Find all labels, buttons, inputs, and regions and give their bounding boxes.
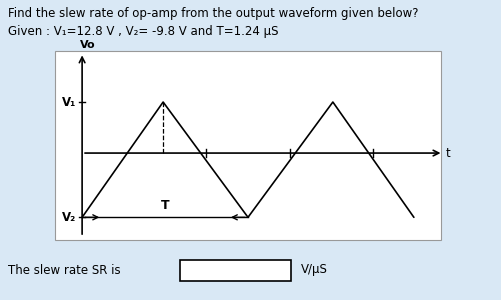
Text: T: T	[161, 199, 169, 212]
Text: Given : V₁=12.8 V , V₂= -9.8 V and T=1.24 μS: Given : V₁=12.8 V , V₂= -9.8 V and T=1.2…	[8, 26, 278, 38]
Text: V₁: V₁	[62, 95, 76, 109]
Bar	[55, 51, 441, 240]
Text: Vo: Vo	[80, 40, 95, 50]
Bar	[180, 260, 291, 280]
Text: V₂: V₂	[62, 211, 76, 224]
Text: t: t	[446, 147, 450, 160]
Text: The slew rate SR is: The slew rate SR is	[8, 263, 120, 277]
Text: Find the slew rate of op-amp from the output waveform given below?: Find the slew rate of op-amp from the ou…	[8, 8, 418, 20]
Text: V/μS: V/μS	[301, 263, 328, 277]
